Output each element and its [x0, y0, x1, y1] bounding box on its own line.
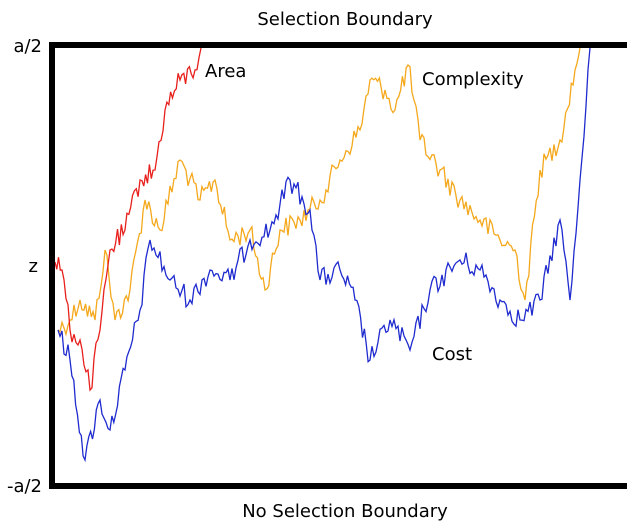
- walk-line: [57, 47, 591, 463]
- walk-line: [57, 47, 581, 337]
- curves: [54, 47, 591, 463]
- bottom-label: -a/2: [7, 476, 42, 497]
- top-label: a/2: [13, 36, 42, 57]
- boundary-box: [49, 42, 627, 489]
- walk-line: [54, 47, 202, 392]
- curve-label: Area: [205, 61, 246, 82]
- title: Selection Boundary: [257, 9, 433, 30]
- curve-label: Cost: [432, 344, 472, 365]
- curve-label: Complexity: [422, 69, 524, 90]
- middle-label: z: [29, 256, 38, 277]
- footer: No Selection Boundary: [242, 501, 448, 522]
